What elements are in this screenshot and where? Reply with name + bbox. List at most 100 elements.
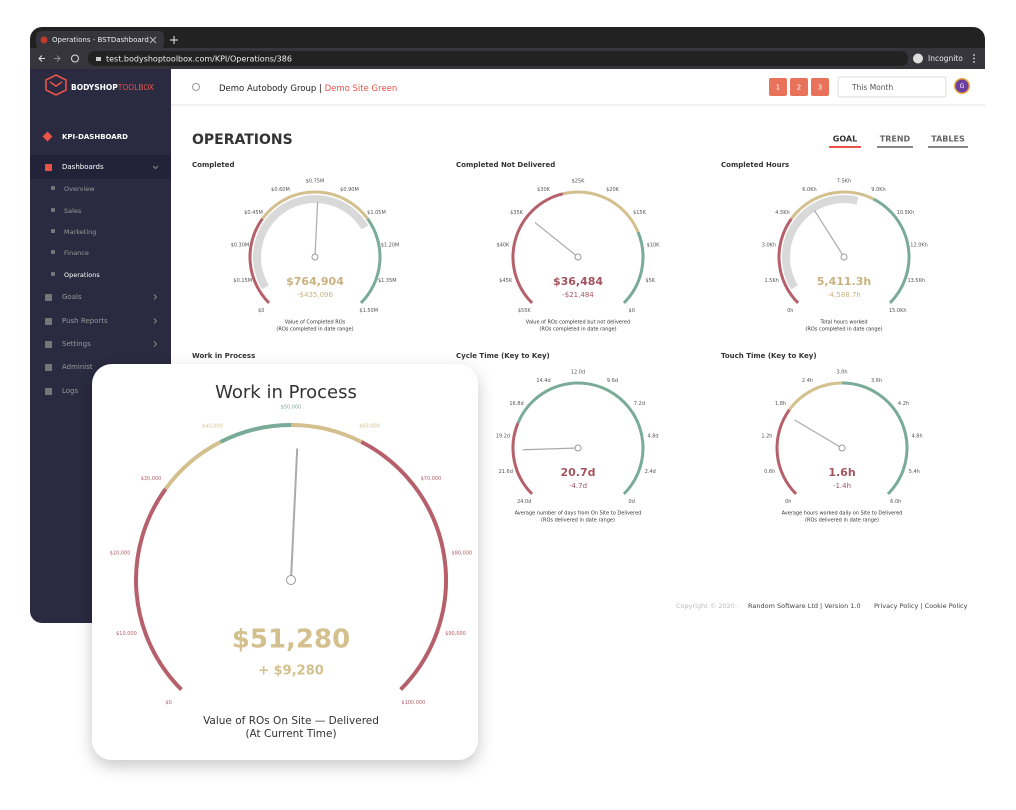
menu-item[interactable]: Sales bbox=[64, 207, 82, 215]
url-field[interactable] bbox=[88, 51, 908, 66]
gauge-caption: Average hours worked daily on Site to De… bbox=[782, 511, 903, 517]
gauge-tick-label: 14.4d bbox=[536, 378, 550, 384]
gauge-tick-label: $1.05M bbox=[367, 210, 386, 216]
gauge-tick-label: 16.8d bbox=[509, 401, 523, 407]
gauges: Completed $0 $0.15M $0.30M $0.45M $0.60M $0.75… bbox=[192, 161, 928, 524]
gauge-caption: Value of ROs completed but not delivered bbox=[526, 320, 630, 326]
page-button-label[interactable]: 1 bbox=[776, 84, 780, 92]
logo-icon bbox=[45, 74, 67, 96]
menu-icon bbox=[51, 272, 55, 276]
gauge-arc bbox=[261, 190, 369, 220]
tab-tables[interactable]: TABLES bbox=[931, 135, 965, 144]
menu-item[interactable]: Push Reports bbox=[62, 317, 108, 325]
page-button[interactable] bbox=[769, 78, 787, 96]
gauge-needle bbox=[794, 419, 843, 449]
menu-dot[interactable] bbox=[973, 61, 975, 63]
gauge-tick-label: $0.15M bbox=[233, 278, 252, 284]
gauge-arc bbox=[511, 422, 534, 496]
gauge-caption: (ROs delivered in date range) bbox=[541, 518, 615, 524]
gauge-arc bbox=[163, 440, 222, 491]
gauge-tick-label: $20K bbox=[606, 187, 620, 193]
gauge-tick-label: $90,000 bbox=[445, 631, 466, 637]
back[interactable] bbox=[38, 55, 45, 62]
gauge-tick-label: 3.0Kh bbox=[762, 243, 776, 249]
gauge-arc bbox=[788, 381, 843, 411]
menu-item[interactable]: Overview bbox=[64, 185, 95, 193]
gauge-tick-label: $30,000 bbox=[141, 476, 162, 482]
logo-light: TOOLBOX bbox=[117, 83, 154, 92]
gauge-tick-label: $0 bbox=[258, 308, 264, 314]
copyright: Copyright © 2020 - bbox=[676, 602, 740, 610]
menu-toggle[interactable] bbox=[192, 83, 200, 91]
gauge-caption: (ROs completed in date range) bbox=[805, 327, 882, 333]
footer-links[interactable]: Privacy Policy | Cookie Policy bbox=[874, 602, 968, 610]
header-shadow bbox=[171, 104, 985, 106]
page-button[interactable] bbox=[790, 78, 808, 96]
menu-dot[interactable] bbox=[973, 57, 975, 60]
menu-item[interactable]: Administ bbox=[62, 363, 93, 371]
gauge-value: $51,280 bbox=[232, 625, 350, 655]
page-button-label[interactable]: 3 bbox=[818, 84, 822, 92]
menu-item[interactable]: Settings bbox=[62, 340, 91, 348]
menu-chevron bbox=[153, 318, 158, 324]
forward[interactable] bbox=[54, 55, 61, 62]
reload[interactable] bbox=[71, 54, 79, 63]
gauge-progress bbox=[252, 195, 369, 290]
gauge-tick-label: $1.50M bbox=[359, 308, 378, 314]
gauge-needle bbox=[314, 201, 319, 258]
gauge-tick-label: $0.90M bbox=[340, 187, 359, 193]
gauge-title: Work in Process bbox=[192, 352, 255, 360]
menu-item[interactable]: Marketing bbox=[64, 228, 96, 236]
period-select[interactable] bbox=[837, 76, 947, 98]
gauge-tick-label: 2.4d bbox=[645, 469, 656, 475]
gauge-tick-label: 4.8d bbox=[647, 434, 658, 440]
tab-trend[interactable]: TREND bbox=[880, 135, 911, 144]
gauge-tick-label: $40,000 bbox=[202, 423, 223, 429]
gauge-tick-label: $25K bbox=[572, 179, 586, 185]
tab-goal[interactable]: GOAL bbox=[833, 135, 857, 144]
menu-item[interactable]: Logs bbox=[62, 387, 79, 395]
gauge-tick-label: $10K bbox=[647, 243, 661, 249]
gauge-tick-label: $45K bbox=[499, 278, 513, 284]
gauge-tick-label: 9.0Kh bbox=[871, 187, 885, 193]
menu-item[interactable]: Goals bbox=[62, 293, 82, 301]
menu-icon bbox=[51, 250, 55, 254]
gauge-tick-label: $0.45M bbox=[244, 210, 263, 216]
avatar[interactable] bbox=[955, 79, 969, 93]
site[interactable]: Demo Site Green bbox=[325, 84, 398, 94]
gauge-tick-label: 24.0d bbox=[517, 499, 531, 505]
gauge-arc bbox=[511, 192, 564, 305]
gauge-needle bbox=[813, 210, 845, 258]
menu-item[interactable]: Finance bbox=[64, 249, 89, 257]
tab-title[interactable]: Operations - BSTDashboard bbox=[52, 36, 149, 44]
avatar-letter[interactable]: G bbox=[960, 83, 965, 90]
gauge-tick-label: 3.0h bbox=[836, 370, 847, 376]
gauge-tick-label: 4.8h bbox=[912, 434, 923, 440]
menu-item[interactable]: Operations bbox=[64, 271, 100, 279]
new-tab[interactable] bbox=[170, 36, 178, 44]
gauge-tick-label: $55K bbox=[518, 308, 532, 314]
menu-item[interactable]: Dashboards bbox=[62, 163, 104, 171]
gauge-tick-label: $15K bbox=[633, 210, 647, 216]
gauge-delta: -4.7d bbox=[569, 482, 587, 490]
gauge-arc bbox=[841, 381, 909, 496]
page-button[interactable] bbox=[811, 78, 829, 96]
gauge-caption: (ROs completed in date range) bbox=[539, 327, 616, 333]
gauge-tick-label: 0d bbox=[629, 499, 635, 505]
gauge-tick-label: $80,000 bbox=[452, 550, 473, 556]
logo-bold: BODYSHOP bbox=[71, 83, 118, 92]
gauge-tick-label: 0h bbox=[787, 308, 793, 314]
period[interactable]: This Month bbox=[851, 83, 893, 92]
url[interactable]: test.bodyshoptoolbox.com/KPI/Operations/… bbox=[106, 55, 292, 64]
menu-chevron bbox=[153, 341, 158, 347]
menu-chevron bbox=[153, 294, 158, 300]
gauge-title: Completed Not Delivered bbox=[456, 161, 555, 169]
gauge-tick-label: 5.4h bbox=[909, 469, 920, 475]
tab-close[interactable] bbox=[149, 36, 157, 44]
chrome-icons bbox=[38, 36, 975, 148]
tab[interactable] bbox=[36, 31, 164, 49]
menu-dot[interactable] bbox=[973, 54, 975, 56]
gauge-arc bbox=[219, 423, 292, 444]
gauge-arc bbox=[562, 190, 640, 233]
page-button-label[interactable]: 2 bbox=[797, 84, 801, 92]
